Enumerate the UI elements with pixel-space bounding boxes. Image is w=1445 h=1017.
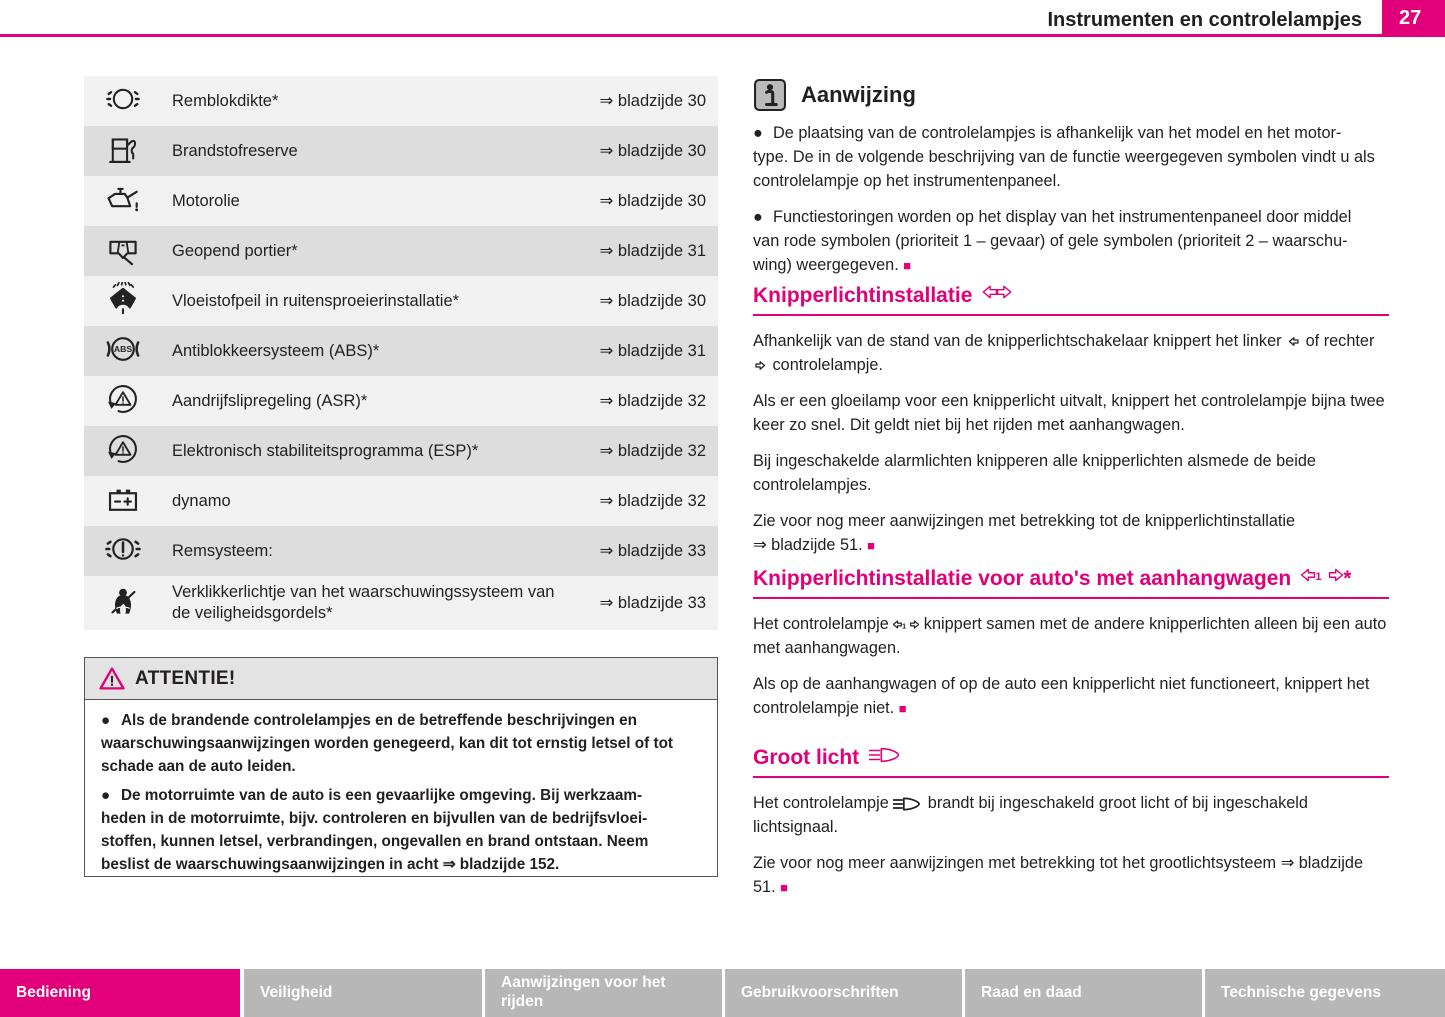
svg-text:1: 1 [1316, 571, 1322, 583]
svg-text:ABS: ABS [114, 344, 132, 354]
svg-text:1: 1 [902, 622, 907, 631]
